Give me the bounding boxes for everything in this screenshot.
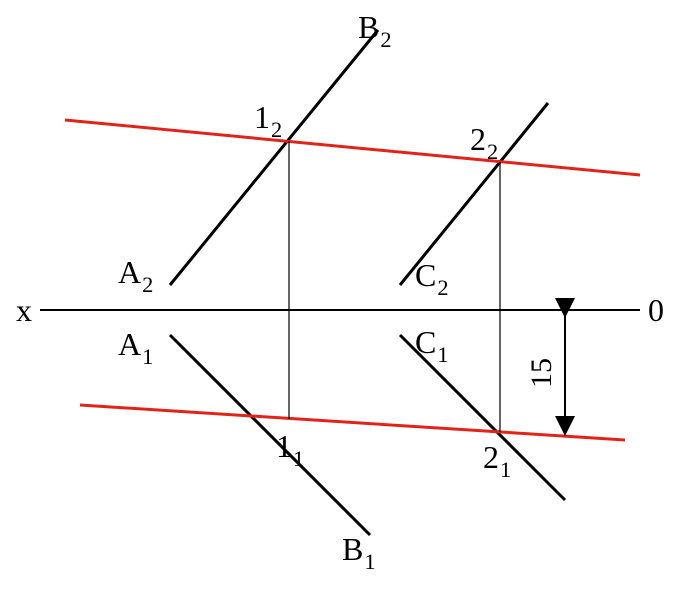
- line-AB_lower: [170, 335, 370, 535]
- line-red_upper: [65, 120, 640, 175]
- label-B1: B1: [342, 531, 376, 574]
- label-B2: B2: [358, 9, 392, 52]
- label-two1: 21: [483, 439, 511, 482]
- line-AB_upper: [170, 30, 378, 285]
- label-A2: A2: [118, 254, 153, 297]
- label-A1: A1: [118, 326, 153, 369]
- label-one2: 12: [254, 99, 282, 142]
- label-C1: C1: [415, 324, 449, 367]
- dimension-value: 15: [525, 358, 558, 388]
- axis-label-left: x: [16, 292, 32, 328]
- line-red_lower: [80, 405, 625, 440]
- diagram-canvas: x 0 B2 B1 A2 A1 C2 C1 12 11 22 21 15: [0, 0, 684, 594]
- label-C2: C2: [415, 257, 449, 300]
- label-one1: 11: [276, 428, 304, 471]
- axis-label-right: 0: [648, 292, 664, 328]
- label-two2: 22: [470, 121, 498, 164]
